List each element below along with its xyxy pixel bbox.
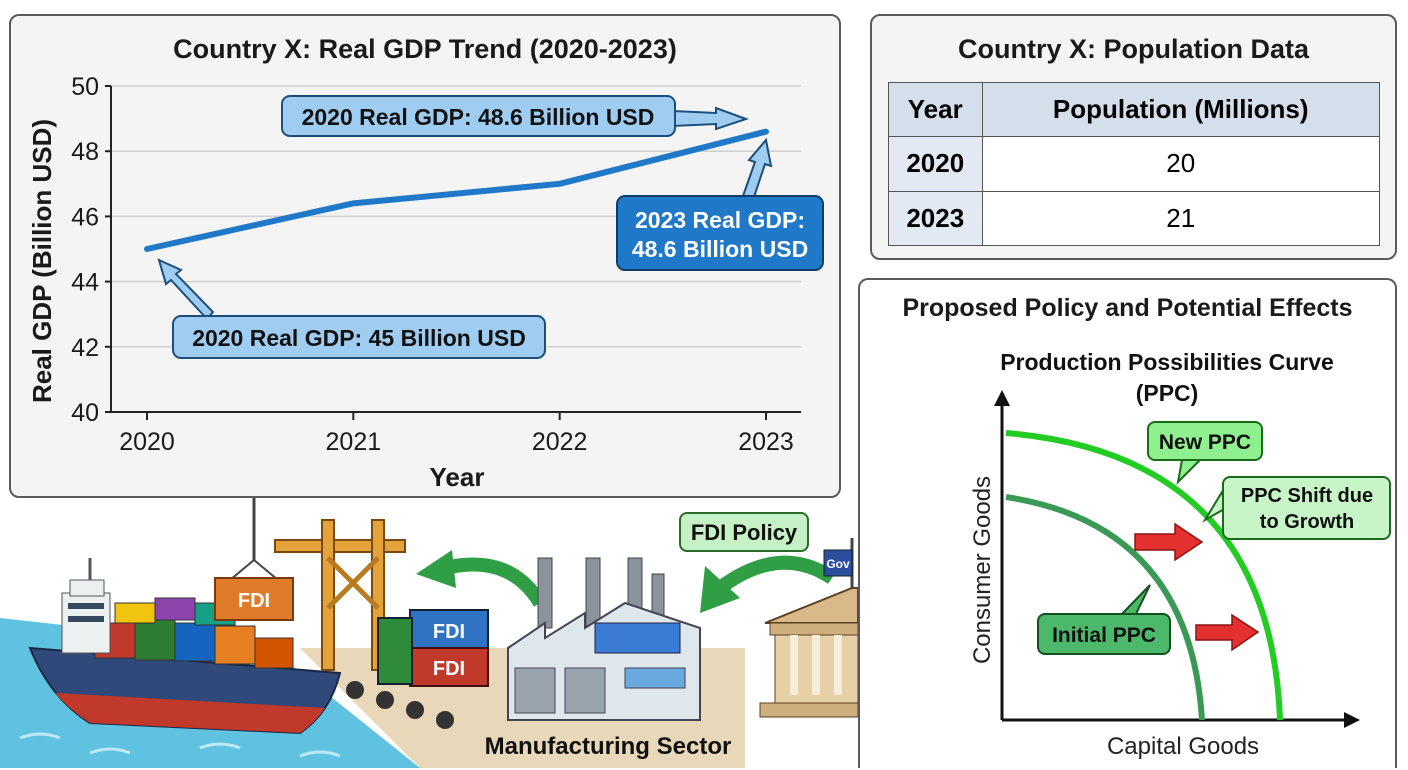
- gdp-y-tick-label: 46: [71, 203, 99, 231]
- fdi-policy-label: FDI Policy: [691, 520, 798, 545]
- table-row: 2023 21: [888, 190, 1380, 247]
- table-header-row: Year Population (Millions): [888, 81, 1380, 138]
- callout-text-right-line2: 48.6 Billion USD: [632, 236, 808, 262]
- ppc-y-axis-label: Consumer Goods: [969, 476, 996, 664]
- gdp-chart-title: Country X: Real GDP Trend (2020-2023): [173, 34, 677, 64]
- fdi-crate-label: FDI: [238, 590, 270, 612]
- callout-text-top: 2020 Real GDP: 48.6 Billion USD: [302, 104, 655, 130]
- ppc-panel: Proposed Policy and Potential Effects Pr…: [858, 278, 1397, 768]
- manufacturing-label-box: [475, 723, 745, 768]
- ppc-x-axis-label: Capital Goods: [1107, 733, 1259, 760]
- gdp-y-tick-label: 50: [71, 73, 99, 101]
- flow-arrow-factory-to-port: [443, 557, 547, 607]
- gdp-x-tick-label: 2021: [326, 428, 382, 456]
- gdp-series-line: [144, 128, 769, 252]
- fdi-crate: [214, 577, 294, 621]
- shift-arrow-lower: [1195, 613, 1260, 652]
- gdp-x-tick-label: 2022: [532, 428, 588, 456]
- new-ppc-callout: [1147, 421, 1263, 461]
- gov-flag: [823, 549, 853, 577]
- callout-text-bottom: 2020 Real GDP: 45 Billion USD: [192, 325, 526, 351]
- flow-arrow-gov-to-factory: [715, 555, 836, 594]
- initial-ppc-curve: [1005, 494, 1205, 721]
- gdp-y-tick-label: 40: [71, 399, 99, 427]
- callout-arrow-right: [741, 137, 773, 202]
- dock-container-blue: [409, 609, 489, 651]
- gdp-x-tick-label: 2023: [738, 428, 794, 456]
- ppc-y-axis-arrowhead: [994, 390, 1010, 406]
- callout-box-top: [281, 95, 676, 137]
- header-year: Year: [888, 81, 983, 138]
- gdp-y-tick-label: 48: [71, 138, 99, 166]
- ppc-chart-title-line1: Production Possibilities Curve: [1000, 349, 1334, 375]
- ppc-diagram: Production Possibilities Curve (PPC) Con…: [969, 349, 1391, 760]
- new-ppc-callout-tail: [1176, 459, 1203, 485]
- population-panel: Country X: Population Data Year Populati…: [870, 14, 1397, 260]
- table-row: 2020 20: [888, 136, 1380, 192]
- callout-arrow-top: [672, 106, 750, 131]
- population-table: Year Population (Millions) 2020 20 2023 …: [888, 81, 1380, 247]
- factory: [507, 557, 701, 721]
- dock-bumpers: [346, 681, 454, 729]
- gov-flag-label: Gov: [826, 557, 850, 571]
- fdi-box-label-1: FDI: [433, 621, 465, 643]
- fdi-box-label-2: FDI: [433, 658, 465, 680]
- ship-bridge: [61, 558, 111, 654]
- callout-text-right-line1: 2023 Real GDP:: [635, 207, 805, 233]
- header-population: Population (Millions): [981, 81, 1380, 138]
- shift-label-line1: PPC Shift due: [1241, 485, 1373, 507]
- fdi-policy-box: [679, 512, 809, 552]
- new-ppc-label: New PPC: [1159, 431, 1251, 454]
- row-year: 2020: [888, 136, 983, 192]
- row-population: 21: [981, 190, 1380, 247]
- gdp-x-tick-label: 2020: [119, 428, 175, 456]
- ppc-x-axis-arrowhead: [1344, 712, 1360, 728]
- callout-box-bottom: [172, 315, 546, 359]
- gdp-chart-panel: Country X: Real GDP Trend (2020-2023) 40…: [9, 14, 841, 498]
- shift-arrow-upper: [1134, 522, 1204, 562]
- gdp-y-tick-label: 42: [71, 334, 99, 362]
- population-title: Country X: Population Data: [958, 34, 1309, 64]
- gdp-y-tick-label: 44: [71, 269, 99, 297]
- gdp-y-axis-label: Real GDP (Billion USD): [27, 119, 57, 403]
- callout-box-right: [616, 195, 824, 271]
- gdp-x-axis-label: Year: [430, 462, 485, 492]
- shift-callout: [1222, 476, 1391, 540]
- manufacturing-label: Manufacturing Sector: [485, 733, 732, 760]
- dock-container-red: [409, 647, 489, 687]
- row-year: 2023: [888, 190, 983, 247]
- fdi-scene: FDI FDI FDI Manufacturing Sector FDI Pol…: [0, 498, 858, 768]
- row-population: 20: [981, 136, 1380, 192]
- government-building: [759, 538, 858, 718]
- callout-arrow-bottom: [157, 258, 215, 321]
- ppc-panel-title: Proposed Policy and Potential Effects: [902, 294, 1353, 322]
- shift-label-line2: to Growth: [1260, 511, 1354, 533]
- initial-ppc-callout: [1037, 613, 1171, 655]
- ppc-chart-title-line2: (PPC): [1136, 380, 1199, 406]
- gdp-line-chart: 40 42 44 46 48 50 2020 2021 2022 2023 Year Real G…: [27, 73, 824, 492]
- initial-ppc-label: Initial PPC: [1052, 624, 1156, 647]
